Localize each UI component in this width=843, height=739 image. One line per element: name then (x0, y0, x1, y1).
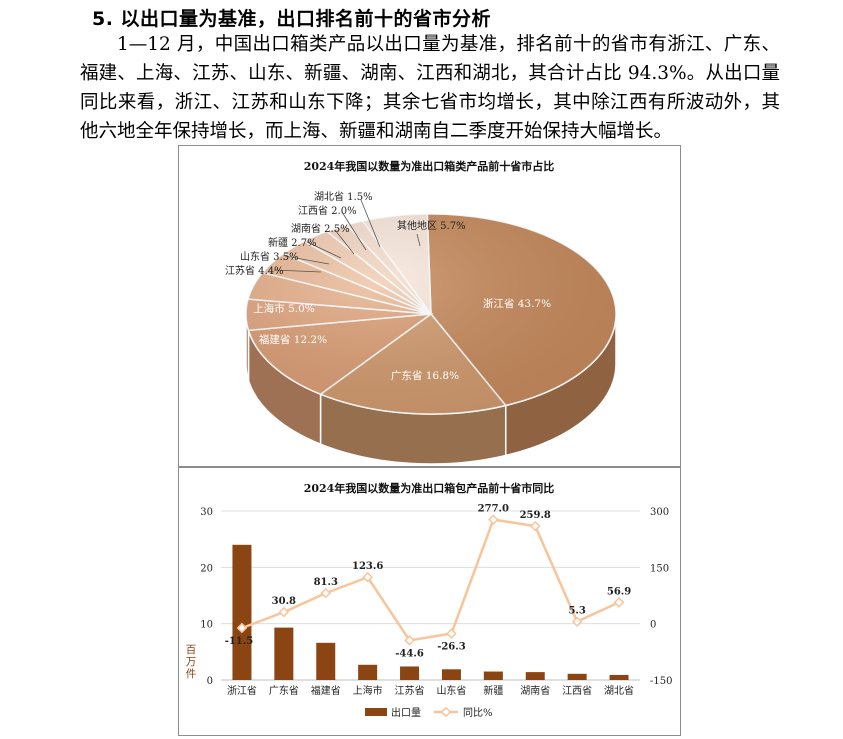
pie-leader-10 (416, 233, 421, 247)
article-paragraph: 1—12 月，中国出口箱类产品以出口量为基准，排名前十的省市有浙江、广东、福建、… (80, 30, 780, 146)
yoy-label-4: -44.6 (395, 648, 424, 659)
yoy-point-2 (320, 587, 332, 599)
bar-8 (567, 673, 587, 680)
pie-label-10: 其他地区 5.7% (397, 219, 466, 232)
pie-leader-9 (360, 199, 381, 248)
x-tick-6: 新疆 (483, 684, 503, 697)
yoy-point-1 (278, 606, 290, 618)
y2-tick-3: 300 (650, 507, 669, 518)
y-tick-2: 20 (200, 563, 213, 574)
pie-leader-7 (334, 229, 355, 255)
pie-label-5: 山东省 3.5% (240, 250, 299, 263)
pie-leader-4 (273, 269, 322, 273)
yoy-label-9: 56.9 (607, 586, 631, 597)
pie-label-2: 福建省 12.2% (259, 333, 327, 346)
yoy-label-7: 259.8 (520, 510, 551, 521)
yoy-label-2: 81.3 (314, 577, 338, 588)
bar-9 (609, 674, 629, 680)
bar-1 (274, 627, 294, 680)
y2-tick-1: 0 (650, 620, 656, 631)
x-tick-9: 湖北省 (604, 684, 634, 697)
yoy-label-1: 30.8 (272, 596, 296, 607)
pie-shine (246, 214, 616, 414)
yoy-label-3: 123.6 (352, 561, 383, 572)
pie-leader-8 (341, 211, 367, 251)
pie-label-3: 上海市 5.0% (253, 302, 315, 315)
pie-label-4: 江苏省 4.4% (225, 264, 284, 277)
bar-0 (232, 544, 252, 680)
x-tick-2: 福建省 (311, 684, 341, 697)
y2-tick-0: -150 (650, 676, 672, 687)
yoy-label-8: 5.3 (568, 606, 585, 617)
pie-leader-6 (306, 241, 342, 259)
yoy-label-6: 277.0 (478, 504, 509, 515)
y-axis-label-char: 件 (186, 668, 197, 680)
x-tick-5: 山东省 (436, 684, 466, 697)
bar-5 (441, 669, 461, 680)
yoy-label-0: -11.5 (225, 636, 254, 647)
bar-3 (358, 664, 378, 680)
bar-chart-title: 2024年我国以数量为准出口箱包产品前十省市同比 (304, 481, 555, 495)
yoy-point-6 (488, 514, 499, 525)
bar-7 (525, 672, 545, 680)
yoy-label-5: -26.3 (437, 642, 466, 653)
x-tick-1: 广东省 (269, 684, 299, 697)
pie-top (245, 213, 617, 415)
x-tick-4: 江苏省 (395, 684, 425, 697)
pie-label-8: 江西省 2.0% (298, 204, 357, 217)
bar-line-chart: 2024年我国以数量为准出口箱包产品前十省市同比 0 10 20 30 -150 0 150 3… (186, 481, 673, 719)
x-tick-7: 湖南省 (520, 684, 550, 697)
pie-leader-5 (284, 255, 330, 265)
x-tick-3: 上海市 (353, 684, 383, 697)
pie-label-6: 新疆 2.7% (268, 236, 317, 249)
y-tick-3: 30 (200, 507, 213, 518)
legend-bar-swatch (365, 708, 387, 716)
y-tick-0: 0 (207, 676, 213, 687)
pie-chart-panel: 2024年我国以数量为准出口箱类产品前十省市占比浙江省 43.7% 广东省 16.… (178, 145, 681, 467)
yoy-point-5 (446, 628, 457, 639)
pie-title: 2024年我国以数量为准出口箱类产品前十省市占比 (304, 159, 555, 173)
pie-label-1: 广东省 16.8% (391, 369, 459, 382)
legend-line-marker (440, 706, 452, 718)
bar-line-chart-panel: 2024年我国以数量为准出口箱包产品前十省市同比 0 10 20 30 -150 0 150 3… (178, 467, 681, 736)
yoy-point-7 (529, 520, 541, 532)
paragraph-text: 1—12 月，中国出口箱类产品以出口量为基准，排名前十的省市有浙江、广东、福建、… (80, 34, 780, 142)
x-tick-8: 江西省 (562, 684, 592, 697)
yoy-point-8 (571, 616, 583, 627)
y-axis-label-char: 百 (186, 644, 197, 656)
x-tick-0: 浙江省 (227, 684, 257, 697)
yoy-point-4 (404, 635, 415, 646)
y-axis-label-char: 万 (186, 656, 197, 668)
pie-label-0: 浙江省 43.7% (483, 297, 551, 310)
y2-tick-2: 150 (650, 563, 669, 574)
bar-6 (483, 671, 503, 680)
yoy-line (241, 518, 620, 642)
bar-4 (400, 666, 420, 680)
yoy-point-0 (236, 622, 248, 634)
yoy-point-9 (613, 596, 625, 608)
yoy-point-3 (362, 571, 373, 583)
section-heading: 5. 以出口量为基准，出口排名前十的省市分析 (92, 8, 492, 30)
bar-2 (316, 642, 336, 680)
legend-line-label: 同比% (463, 707, 493, 719)
pie-label-7: 湖南省 2.5% (291, 222, 350, 235)
legend-bar-label: 出口量 (391, 706, 421, 719)
pie-label-9: 湖北省 1.5% (314, 190, 373, 203)
y-tick-1: 10 (200, 620, 213, 631)
